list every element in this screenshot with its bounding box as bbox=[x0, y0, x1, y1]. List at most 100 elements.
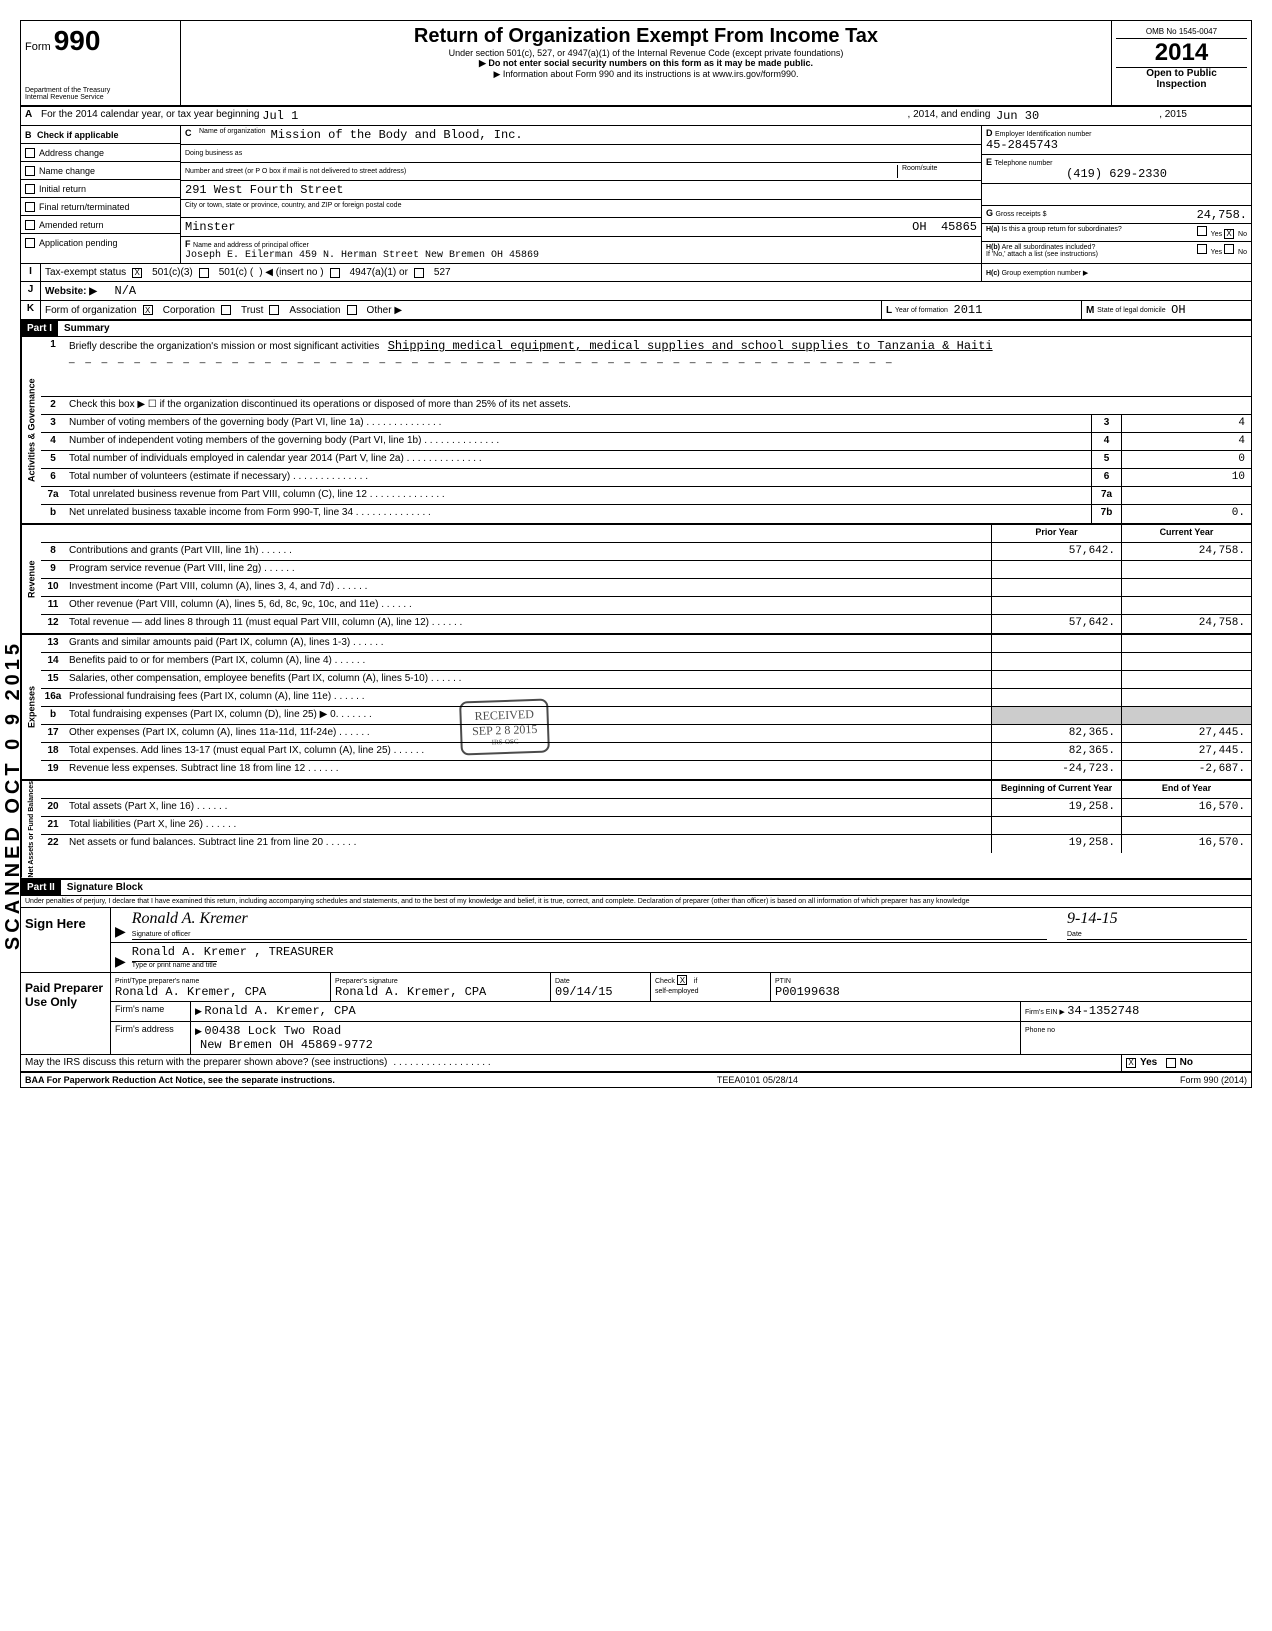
prep-if: if bbox=[694, 978, 698, 985]
row-text: Total revenue — add lines 8 through 11 (… bbox=[65, 615, 991, 633]
cb-address-change[interactable] bbox=[25, 148, 35, 158]
prep-date: 09/14/15 bbox=[555, 985, 613, 999]
row-j: J Website: ▶ N/A bbox=[21, 282, 1251, 301]
row-text: Contributions and grants (Part VIII, lin… bbox=[65, 543, 991, 560]
cb-initial-return[interactable] bbox=[25, 184, 35, 194]
cb-hb-no[interactable] bbox=[1224, 244, 1234, 254]
row-text: Total unrelated business revenue from Pa… bbox=[65, 487, 1091, 504]
sign-here-label: Sign Here bbox=[21, 908, 111, 972]
ha-text: Is this a group return for subordinates? bbox=[1002, 226, 1122, 233]
vert-governance: Activities & Governance bbox=[21, 337, 41, 523]
col-current-year: Current Year bbox=[1121, 525, 1251, 542]
row-a-text1: For the 2014 calendar year, or tax year … bbox=[41, 109, 259, 123]
omb-number: OMB No 1545-0047 bbox=[1116, 25, 1247, 39]
label-j: J bbox=[21, 282, 41, 300]
block-revenue: Revenue Prior Year Current Year 8 Contri… bbox=[21, 525, 1251, 635]
row-i: I Tax-exempt status X501(c)(3) 501(c) ( … bbox=[21, 264, 1251, 282]
label-b: B bbox=[25, 130, 37, 140]
row-box: 7b bbox=[1091, 505, 1121, 523]
row-curr bbox=[1121, 707, 1251, 724]
row-prior bbox=[991, 689, 1121, 706]
cb-name-change[interactable] bbox=[25, 166, 35, 176]
summary-row: 16a Professional fundraising fees (Part … bbox=[41, 689, 1251, 707]
summary-row: 20 Total assets (Part X, line 16) . . . … bbox=[41, 799, 1251, 817]
cb-self-employed[interactable]: X bbox=[677, 975, 687, 985]
row-num: 16a bbox=[41, 689, 65, 706]
row-num: 20 bbox=[41, 799, 65, 816]
row-curr: 27,445. bbox=[1121, 725, 1251, 742]
cb-discuss-yes[interactable]: X bbox=[1126, 1058, 1136, 1068]
line2-num: 2 bbox=[41, 397, 65, 414]
row-text: Number of voting members of the governin… bbox=[65, 415, 1091, 432]
street-address: 291 West Fourth Street bbox=[185, 183, 343, 197]
section-bcdefgh: BCheck if applicable Address change Name… bbox=[21, 126, 1251, 264]
cb-app-pending[interactable] bbox=[25, 238, 35, 248]
row-text: Benefits paid to or for members (Part IX… bbox=[65, 653, 991, 670]
g-text: Gross receipts $ bbox=[996, 211, 1047, 218]
row-prior: 57,642. bbox=[991, 543, 1121, 560]
row-num: 19 bbox=[41, 761, 65, 779]
row-val: 0 bbox=[1121, 451, 1251, 468]
cb-4947[interactable] bbox=[330, 268, 340, 278]
ein: 45-2845743 bbox=[986, 138, 1058, 152]
ha-yes: Yes bbox=[1211, 231, 1222, 238]
vert-expenses: Expenses bbox=[21, 635, 41, 779]
e-text: Telephone number bbox=[995, 160, 1053, 167]
cb-amended[interactable] bbox=[25, 220, 35, 230]
row-val bbox=[1121, 487, 1251, 504]
prep-self: self-employed bbox=[655, 988, 699, 995]
tax-year-end: Jun 30 bbox=[996, 109, 1039, 123]
check-applicable: Check if applicable bbox=[37, 130, 119, 140]
paid-preparer-label: Paid Preparer Use Only bbox=[21, 973, 111, 1054]
cb-501c3[interactable]: X bbox=[132, 268, 142, 278]
cb-discuss-no[interactable] bbox=[1166, 1058, 1176, 1068]
row-box: 4 bbox=[1091, 433, 1121, 450]
summary-row: 8 Contributions and grants (Part VIII, l… bbox=[41, 543, 1251, 561]
row-text: Number of independent voting members of … bbox=[65, 433, 1091, 450]
footer-form: Form 990 (2014) bbox=[1180, 1075, 1247, 1085]
row-box: 3 bbox=[1091, 415, 1121, 432]
cb-assoc[interactable] bbox=[269, 305, 279, 315]
cb-ha-no[interactable]: X bbox=[1224, 229, 1234, 239]
row-curr: 24,758. bbox=[1121, 615, 1251, 633]
row-num: 15 bbox=[41, 671, 65, 688]
footer-teea: TEEA0101 05/28/14 bbox=[717, 1075, 798, 1085]
cb-corp[interactable]: X bbox=[143, 305, 153, 315]
label-m: M bbox=[1086, 305, 1094, 316]
row-text: Grants and similar amounts paid (Part IX… bbox=[65, 635, 991, 652]
i-527: 527 bbox=[434, 267, 451, 278]
row-num: 6 bbox=[41, 469, 65, 486]
cb-final-return[interactable] bbox=[25, 202, 35, 212]
date-label: Date bbox=[1067, 931, 1082, 938]
summary-row: b Total fundraising expenses (Part IX, c… bbox=[41, 707, 1251, 725]
summary-row: 17 Other expenses (Part IX, column (A), … bbox=[41, 725, 1251, 743]
row-num: b bbox=[41, 707, 65, 724]
inspection: Inspection bbox=[1156, 79, 1206, 90]
row-a-text2: , 2014, and ending bbox=[908, 109, 991, 123]
row-text: Net unrelated business taxable income fr… bbox=[65, 505, 1091, 523]
form-990: Form 990 Department of the Treasury Inte… bbox=[20, 20, 1252, 1088]
cb-ha-yes[interactable] bbox=[1197, 226, 1207, 236]
firm-addr-label: Firm's address bbox=[111, 1022, 191, 1054]
row-curr: 16,570. bbox=[1121, 835, 1251, 853]
sig-date: 9-14-15 bbox=[1067, 910, 1118, 927]
row-prior: 82,365. bbox=[991, 725, 1121, 742]
row-text: Program service revenue (Part VIII, line… bbox=[65, 561, 991, 578]
row-text: Total number of individuals employed in … bbox=[65, 451, 1091, 468]
cb-501c[interactable] bbox=[199, 268, 209, 278]
row-prior: -24,723. bbox=[991, 761, 1121, 779]
row-num: 5 bbox=[41, 451, 65, 468]
firm-ein-label: Firm's EIN ▶ bbox=[1025, 1009, 1065, 1016]
cb-other[interactable] bbox=[347, 305, 357, 315]
row-prior bbox=[991, 597, 1121, 614]
cb-527[interactable] bbox=[414, 268, 424, 278]
line1-text: Briefly describe the organization's miss… bbox=[69, 341, 379, 352]
k-corp: Corporation bbox=[163, 305, 215, 316]
cb-trust[interactable] bbox=[221, 305, 231, 315]
row-num: 4 bbox=[41, 433, 65, 450]
summary-row: 13 Grants and similar amounts paid (Part… bbox=[41, 635, 1251, 653]
cb-hb-yes[interactable] bbox=[1197, 244, 1207, 254]
col-prior-year: Prior Year bbox=[991, 525, 1121, 542]
row-num: 13 bbox=[41, 635, 65, 652]
row-val: 10 bbox=[1121, 469, 1251, 486]
